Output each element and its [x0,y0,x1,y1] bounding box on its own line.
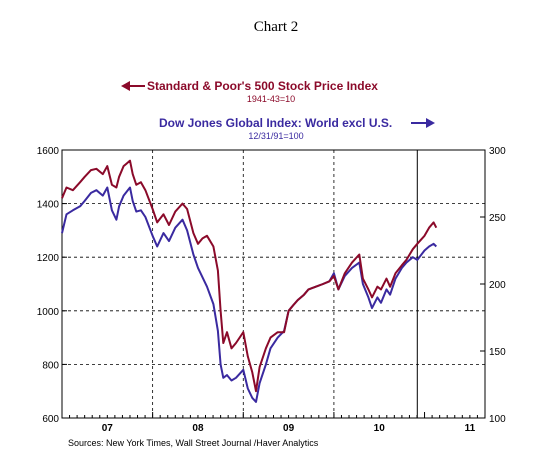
right-arrow-icon [426,118,435,128]
right-axis-ticks: 300 250 200 150 100 [480,146,506,425]
plot-frame [61,149,486,419]
legend-sp500: Standard & Poor's 500 Stock Price Index … [121,79,378,104]
right-tick-label-1: 250 [489,213,506,224]
legend-dowjones: Dow Jones Global Index: World excl U.S. … [159,116,435,141]
x-axis-ticks: 07 08 09 10 11 [61,412,486,434]
x-tick-label-4: 11 [465,423,476,434]
x-tick-label-0: 07 [102,423,114,434]
left-tick-label-4: 800 [42,360,59,371]
legend-sp500-subtitle: 1941-43=10 [247,94,295,104]
chart-title: Chart 2 [254,19,299,35]
left-tick-label-3: 1000 [37,307,60,318]
source-note: Sources: New York Times, Wall Street Jou… [68,438,319,448]
series-line-sp500 [61,159,438,393]
x-tick-label-2: 09 [283,423,295,434]
legend-sp500-name: Standard & Poor's 500 Stock Price Index [147,79,378,93]
x-tick-label-1: 08 [192,423,204,434]
left-axis-ticks: 1600 1400 1200 1000 800 600 [37,146,67,425]
right-tick-label-2: 200 [489,280,506,291]
left-tick-label-1: 1400 [37,200,60,211]
x-tick-label-3: 10 [374,423,386,434]
left-tick-label-5: 600 [42,414,59,425]
left-arrow-icon [121,81,130,91]
left-tick-label-0: 1600 [37,146,60,157]
plot-area [61,149,486,419]
right-tick-label-3: 150 [489,347,506,358]
left-tick-label-2: 1200 [37,253,60,264]
right-tick-label-0: 300 [489,146,506,157]
legend-dowjones-subtitle: 12/31/91=100 [248,131,303,141]
right-tick-label-4: 100 [489,414,506,425]
legend-dowjones-name: Dow Jones Global Index: World excl U.S. [159,116,392,130]
series-line-dowjones [61,186,438,403]
